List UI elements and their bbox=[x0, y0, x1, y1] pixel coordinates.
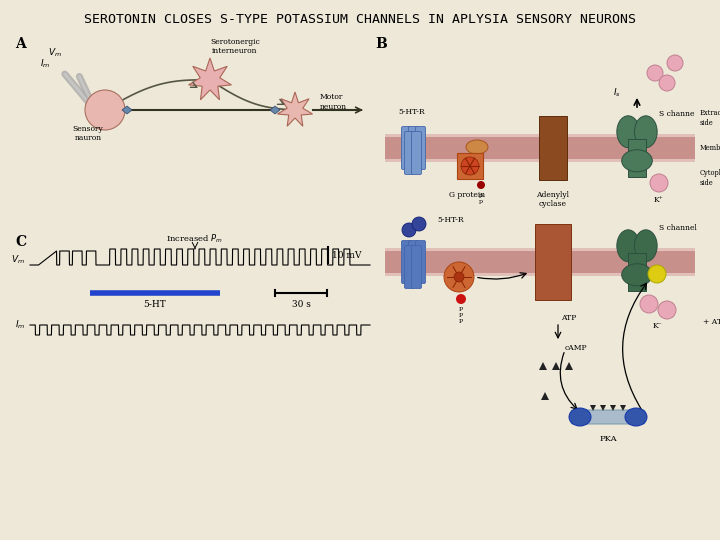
Circle shape bbox=[444, 262, 474, 292]
Ellipse shape bbox=[621, 264, 652, 286]
FancyBboxPatch shape bbox=[408, 126, 418, 170]
Polygon shape bbox=[277, 92, 312, 126]
Text: 30 s: 30 s bbox=[292, 300, 310, 309]
Polygon shape bbox=[189, 58, 231, 100]
Ellipse shape bbox=[569, 408, 591, 426]
Text: $V_m$: $V_m$ bbox=[48, 47, 62, 59]
Circle shape bbox=[412, 217, 426, 231]
FancyBboxPatch shape bbox=[408, 240, 418, 284]
Text: $I_m$: $I_m$ bbox=[14, 319, 25, 331]
Text: Extracella
side: Extracella side bbox=[700, 110, 720, 126]
Text: PKA: PKA bbox=[599, 435, 617, 443]
Text: S channe: S channe bbox=[659, 110, 695, 118]
Text: K⁺: K⁺ bbox=[654, 196, 664, 204]
Circle shape bbox=[477, 181, 485, 189]
Circle shape bbox=[648, 265, 666, 283]
Text: αs: αs bbox=[463, 173, 471, 179]
Circle shape bbox=[402, 223, 416, 237]
Text: Sensory
nauron: Sensory nauron bbox=[73, 125, 104, 142]
Text: S channel: S channel bbox=[659, 224, 697, 232]
Polygon shape bbox=[270, 106, 280, 114]
Text: SEROTONIN CLOSES S-TYPE POTASSIUM CHANNELS IN APLYSIA SENSORY NEURONS: SEROTONIN CLOSES S-TYPE POTASSIUM CHANNE… bbox=[84, 13, 636, 26]
Bar bbox=[535, 224, 571, 300]
Text: B: B bbox=[375, 37, 387, 51]
Text: Serotonergic
interneuron: Serotonergic interneuron bbox=[210, 38, 260, 55]
Polygon shape bbox=[610, 405, 616, 411]
FancyBboxPatch shape bbox=[405, 246, 415, 288]
Bar bbox=[385, 273, 695, 276]
Text: + ATP: + ATP bbox=[703, 318, 720, 326]
FancyBboxPatch shape bbox=[571, 410, 645, 424]
Text: p
p: p p bbox=[479, 193, 483, 204]
Circle shape bbox=[658, 301, 676, 319]
Bar bbox=[385, 251, 695, 273]
Ellipse shape bbox=[621, 150, 652, 172]
Bar bbox=[385, 248, 695, 251]
FancyBboxPatch shape bbox=[405, 132, 415, 174]
FancyBboxPatch shape bbox=[412, 246, 421, 288]
Circle shape bbox=[650, 174, 668, 192]
Text: C: C bbox=[15, 235, 26, 249]
Circle shape bbox=[647, 65, 663, 81]
Polygon shape bbox=[552, 362, 560, 370]
FancyBboxPatch shape bbox=[402, 240, 412, 284]
Ellipse shape bbox=[617, 116, 639, 148]
Circle shape bbox=[667, 55, 683, 71]
Text: Increased $P_m$: Increased $P_m$ bbox=[166, 233, 223, 245]
Text: βγ: βγ bbox=[472, 143, 482, 151]
Text: P: P bbox=[654, 270, 660, 278]
Polygon shape bbox=[590, 405, 596, 411]
Bar bbox=[539, 116, 567, 180]
FancyBboxPatch shape bbox=[402, 126, 412, 170]
Bar bbox=[628, 253, 646, 291]
Circle shape bbox=[659, 75, 675, 91]
Circle shape bbox=[454, 272, 464, 282]
Polygon shape bbox=[620, 405, 626, 411]
Text: A: A bbox=[15, 37, 26, 51]
Text: 5-HT-R: 5-HT-R bbox=[437, 216, 464, 224]
Text: P
P
P: P P P bbox=[459, 307, 463, 323]
Polygon shape bbox=[600, 405, 606, 411]
Text: 5-HT: 5-HT bbox=[143, 300, 166, 309]
Ellipse shape bbox=[617, 230, 639, 262]
Bar bbox=[385, 159, 695, 162]
FancyBboxPatch shape bbox=[415, 126, 426, 170]
Text: $I_s$: $I_s$ bbox=[613, 87, 621, 99]
Ellipse shape bbox=[634, 230, 657, 262]
Ellipse shape bbox=[625, 408, 647, 426]
Text: $V_m$: $V_m$ bbox=[11, 254, 25, 266]
Text: 5-HT-R: 5-HT-R bbox=[399, 108, 426, 116]
Text: cAMP: cAMP bbox=[565, 344, 588, 352]
FancyBboxPatch shape bbox=[412, 132, 421, 174]
Polygon shape bbox=[565, 362, 573, 370]
Circle shape bbox=[461, 157, 479, 175]
Ellipse shape bbox=[634, 116, 657, 148]
Text: ATP: ATP bbox=[561, 314, 577, 322]
Circle shape bbox=[85, 90, 125, 130]
Text: K⁻: K⁻ bbox=[652, 322, 662, 330]
Bar bbox=[385, 134, 695, 137]
Ellipse shape bbox=[466, 140, 488, 154]
Polygon shape bbox=[539, 362, 547, 370]
Text: 10 mV: 10 mV bbox=[332, 251, 361, 260]
Text: Cytoplas
side: Cytoplas side bbox=[700, 170, 720, 187]
Text: Adenylyl
cyclase: Adenylyl cyclase bbox=[536, 191, 570, 208]
Bar bbox=[628, 139, 646, 177]
Circle shape bbox=[640, 295, 658, 313]
Bar bbox=[385, 137, 695, 159]
Text: Motor
neuron: Motor neuron bbox=[320, 93, 347, 111]
Text: Memba: Memba bbox=[700, 144, 720, 152]
Text: $I_m$: $I_m$ bbox=[40, 58, 50, 70]
Polygon shape bbox=[541, 392, 549, 400]
Circle shape bbox=[456, 294, 466, 304]
Bar bbox=[457, 153, 483, 179]
Text: G protein: G protein bbox=[449, 191, 485, 199]
Polygon shape bbox=[122, 106, 132, 114]
FancyBboxPatch shape bbox=[415, 240, 426, 284]
